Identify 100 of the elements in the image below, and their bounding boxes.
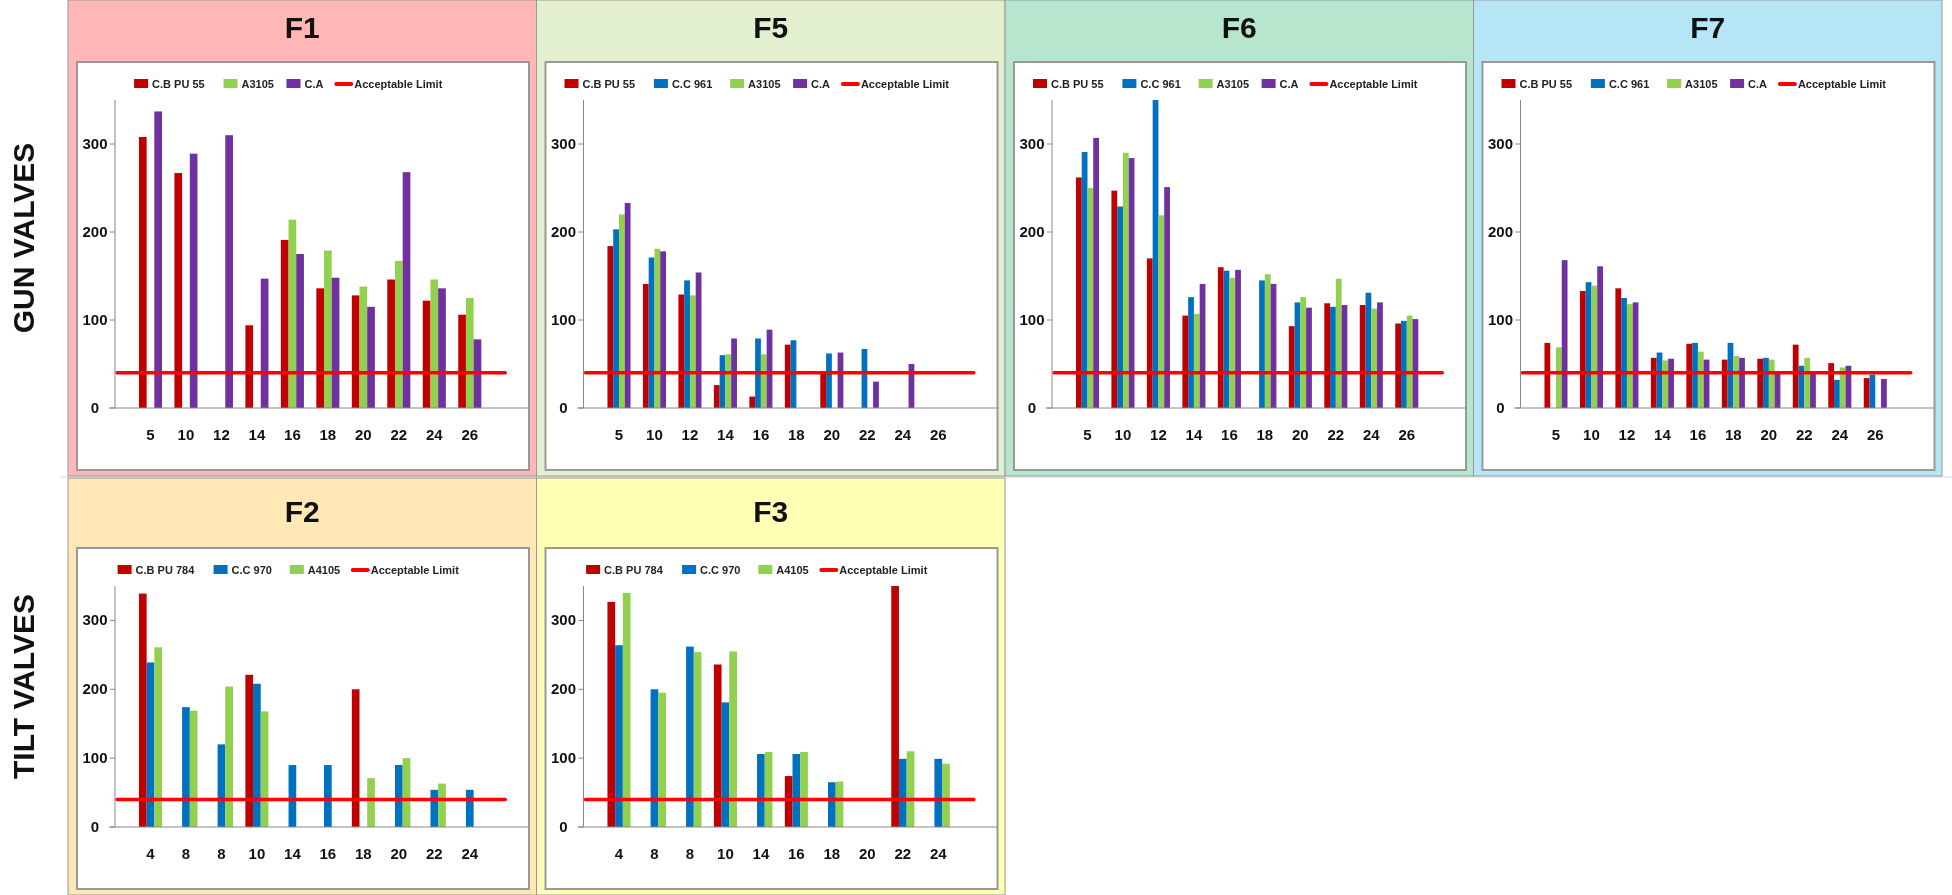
x-tick-label: 4: [146, 845, 156, 862]
legend-label: C.B PU 784: [135, 564, 196, 576]
chart-title: F2: [284, 495, 320, 528]
y-tick-label: 200: [82, 223, 108, 240]
bar: [1697, 351, 1704, 408]
legend-label: A4105: [776, 564, 809, 576]
x-tick-label: 14: [284, 845, 302, 862]
bar: [820, 372, 827, 408]
bar: [642, 283, 649, 408]
bar: [1188, 297, 1194, 408]
bar: [1544, 342, 1551, 408]
bar: [828, 782, 836, 827]
y-tick-label: 0: [1027, 399, 1037, 416]
x-tick-label: 18: [1256, 426, 1274, 443]
legend-label: C.C 961: [1140, 78, 1181, 90]
bar: [430, 789, 439, 827]
x-tick-label: 16: [752, 426, 770, 443]
x-tick-label: 26: [461, 426, 479, 443]
bar: [1359, 305, 1366, 408]
y-tick-label: 100: [1487, 311, 1514, 328]
bar: [1324, 303, 1331, 408]
y-tick-label: 200: [82, 680, 108, 698]
x-tick-label: 22: [1795, 426, 1813, 443]
bar: [154, 647, 163, 827]
bar: [465, 298, 474, 408]
bar: [245, 674, 254, 827]
y-tick-label: 200: [1019, 223, 1045, 240]
y-tick-label: 0: [90, 818, 100, 835]
y-tick-label: 0: [90, 399, 100, 416]
bar: [891, 586, 899, 827]
bar: [430, 279, 439, 408]
legend-label: Acceptable Limit: [370, 564, 460, 576]
x-tick-label: 5: [614, 426, 624, 443]
bar: [1075, 177, 1082, 408]
bar: [387, 279, 395, 408]
legend-label: A3105: [241, 78, 274, 90]
bar: [1757, 358, 1764, 408]
bar: [1330, 306, 1336, 408]
bar: [1615, 288, 1622, 408]
bar: [622, 592, 631, 827]
bar: [678, 294, 685, 408]
bar: [296, 254, 304, 408]
bar: [1229, 277, 1236, 408]
bar: [351, 295, 360, 408]
x-tick-label: 24: [461, 845, 479, 862]
x-tick-label: 16: [1689, 426, 1707, 443]
bar: [800, 751, 808, 827]
bar: [755, 338, 761, 408]
bar: [154, 111, 163, 408]
bar: [1579, 290, 1586, 408]
bar: [1668, 358, 1674, 408]
bar: [1182, 315, 1189, 408]
bar: [316, 288, 325, 408]
x-tick-label: 5: [1083, 426, 1092, 443]
x-tick-label: 8: [650, 845, 659, 862]
y-tick-label: 100: [82, 749, 108, 767]
bar: [465, 789, 474, 827]
bar: [942, 763, 950, 827]
x-tick-label: 20: [823, 426, 841, 443]
text: TILT VALVES: [7, 594, 40, 779]
legend-label: C.A: [811, 78, 831, 90]
x-tick-label: 5: [1551, 426, 1561, 443]
x-tick-label: 10: [1583, 426, 1600, 443]
bar: [1881, 378, 1887, 408]
bar: [784, 344, 791, 408]
x-tick-label: 22: [390, 426, 408, 443]
x-tick-label: 5: [146, 426, 155, 443]
bar: [367, 306, 375, 408]
bar: [1288, 326, 1295, 408]
legend-label: A4105: [307, 564, 341, 576]
bar: [1264, 274, 1271, 408]
bar: [245, 325, 254, 408]
x-tick-label: 26: [929, 426, 947, 443]
bar: [1371, 308, 1378, 408]
text: GUN VALVES: [7, 142, 40, 334]
legend-label: A3105: [748, 78, 781, 90]
bar: [394, 765, 403, 827]
legend-label: C.B PU 55: [1051, 78, 1104, 90]
bar: [1087, 188, 1094, 408]
x-tick-label: 18: [355, 845, 372, 862]
legend-label: C.B PU 784: [604, 564, 664, 576]
x-tick-label: 8: [181, 845, 191, 862]
legend-label: Acceptable Limit: [860, 78, 950, 90]
bar: [749, 396, 756, 408]
bar: [438, 783, 446, 827]
bar: [324, 250, 332, 408]
x-tick-label: 22: [1327, 426, 1345, 443]
bar: [1621, 298, 1627, 408]
bar: [729, 651, 737, 827]
bar: [1686, 343, 1693, 408]
x-tick-label: 18: [319, 426, 337, 443]
x-tick-label: 10: [177, 426, 195, 443]
x-tick-label: 16: [319, 845, 337, 862]
bar: [1377, 302, 1383, 408]
x-tick-label: 14: [248, 426, 266, 443]
x-tick-label: 26: [1866, 426, 1884, 443]
x-tick-label: 20: [858, 845, 876, 862]
legend-label: C.C 961: [1608, 78, 1650, 90]
bar: [689, 295, 696, 408]
bar: [826, 353, 832, 408]
